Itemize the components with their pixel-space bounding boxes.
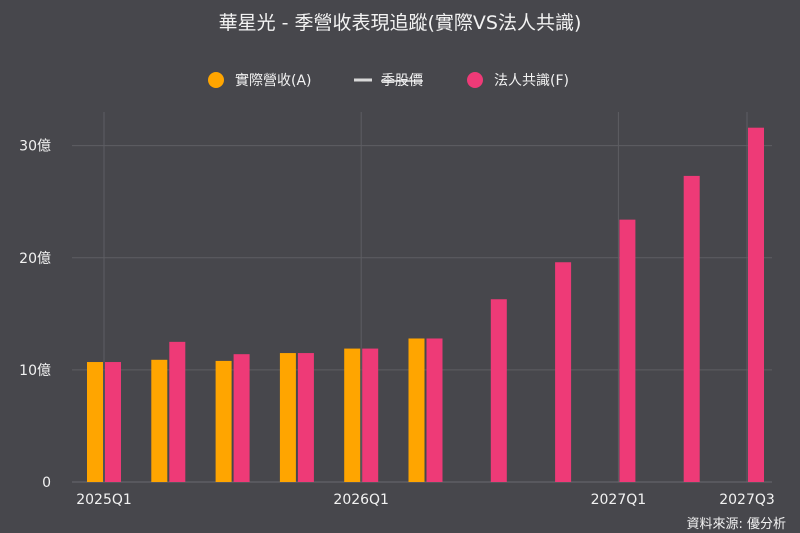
x-tick-label: 2025Q1	[76, 492, 132, 508]
x-axis: 2025Q1 2026Q1 2027Q1 2027Q3	[76, 492, 775, 508]
bar-consensus-2027Q1[interactable]	[619, 219, 636, 483]
bar-consensus-2027Q3[interactable]	[748, 127, 764, 483]
legend-marker-circle	[208, 72, 224, 88]
bar-consensus-2026Q1[interactable]	[362, 348, 379, 482]
legend-label: 季股價	[381, 72, 423, 89]
bar-consensus-2025Q3[interactable]	[233, 354, 250, 482]
bar-consensus-2025Q1[interactable]	[105, 362, 121, 482]
legend: 實際營收(A) 季股價 法人共識(F)	[208, 72, 569, 89]
bar-actual-2025Q3[interactable]	[215, 360, 232, 482]
chart-title: 華星光 - 季營收表現追蹤(實際VS法人共識)	[219, 12, 582, 34]
bar-actual-2025Q2[interactable]	[151, 359, 168, 482]
legend-marker-circle	[467, 72, 483, 88]
y-tick-label: 30億	[19, 139, 51, 155]
y-tick-label: 0	[42, 475, 51, 491]
y-tick-label: 20億	[19, 251, 51, 267]
bar-consensus-2025Q4[interactable]	[297, 353, 314, 482]
legend-label: 實際營收(A)	[235, 72, 312, 89]
bar-consensus-2026Q2[interactable]	[426, 338, 443, 482]
x-tick-label: 2027Q1	[591, 492, 647, 508]
y-axis: 0 10億 20億 30億	[19, 139, 51, 491]
x-tick-label: 2026Q1	[333, 492, 389, 508]
bars	[87, 127, 764, 483]
bar-consensus-2026Q3[interactable]	[490, 299, 507, 482]
bar-consensus-2026Q4[interactable]	[555, 262, 572, 482]
bar-actual-2026Q2[interactable]	[408, 338, 425, 482]
source-note: 資料來源: 優分析	[686, 517, 786, 532]
legend-label: 法人共識(F)	[494, 73, 569, 89]
x-tick-label: 2027Q3	[719, 492, 775, 508]
y-tick-label: 10億	[19, 363, 51, 379]
legend-item-1[interactable]: 季股價	[354, 72, 423, 89]
bar-actual-2025Q1[interactable]	[87, 362, 103, 482]
bar-consensus-2027Q2[interactable]	[683, 175, 700, 482]
legend-item-0[interactable]: 實際營收(A)	[208, 72, 312, 89]
bar-actual-2025Q4[interactable]	[279, 353, 296, 482]
legend-item-2[interactable]: 法人共識(F)	[467, 72, 569, 89]
bar-consensus-2025Q2[interactable]	[169, 341, 186, 482]
bar-actual-2026Q1[interactable]	[344, 348, 361, 482]
